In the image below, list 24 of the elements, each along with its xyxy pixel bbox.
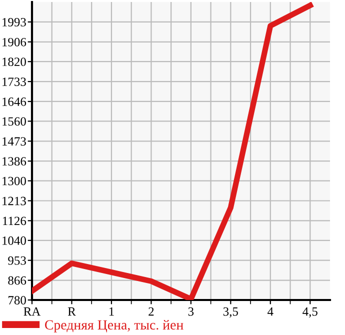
x-tick-label: RA: [24, 307, 41, 316]
y-tick-label: 1820: [2, 58, 26, 66]
x-tick-label: R: [68, 307, 76, 316]
y-tick-label: 1560: [2, 117, 26, 126]
y-tick-label: 866: [8, 276, 26, 285]
x-tick-label: 4,5: [302, 307, 318, 318]
y-tick-label: 780: [8, 296, 26, 304]
x-tick-label: 3: [188, 307, 194, 316]
y-tick-label: 1993: [2, 18, 26, 26]
x-tick-label: 4: [268, 307, 274, 316]
y-tick-label: 1040: [2, 236, 26, 245]
x-tick-label: 3,5: [223, 307, 238, 318]
y-tick-label: 1386: [2, 157, 26, 166]
y-tick-label: 1906: [2, 38, 26, 46]
y-tick-label: 1126: [3, 216, 26, 226]
y-tick-label: 1300: [2, 176, 26, 186]
x-tick-label: 1: [109, 307, 114, 316]
x-tick-label: 2: [148, 307, 154, 316]
y-tick-label: 1213: [2, 196, 26, 206]
y-tick-label: 1646: [2, 98, 26, 106]
y-tick-label: 953: [8, 256, 26, 265]
legend-label: Средняя Цена, тыс. йен: [45, 320, 184, 332]
y-tick-label: 1473: [2, 137, 26, 146]
y-tick-label: 1733: [2, 78, 26, 86]
